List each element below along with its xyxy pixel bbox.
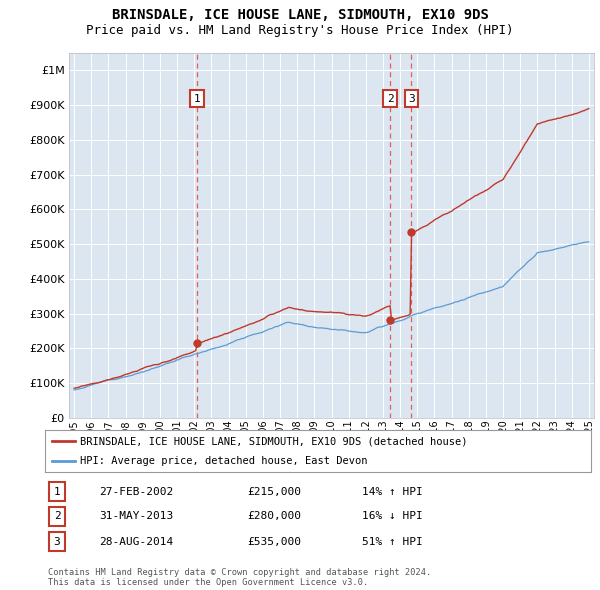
Text: 2: 2 [387,94,394,104]
Text: BRINSDALE, ICE HOUSE LANE, SIDMOUTH, EX10 9DS: BRINSDALE, ICE HOUSE LANE, SIDMOUTH, EX1… [112,8,488,22]
Text: 51% ↑ HPI: 51% ↑ HPI [362,536,422,546]
Text: 2: 2 [53,512,61,521]
Text: HPI: Average price, detached house, East Devon: HPI: Average price, detached house, East… [80,457,368,466]
Text: 1: 1 [193,94,200,104]
Text: 3: 3 [53,536,61,546]
Text: £280,000: £280,000 [247,512,301,521]
Text: Contains HM Land Registry data © Crown copyright and database right 2024.
This d: Contains HM Land Registry data © Crown c… [48,568,431,587]
Text: 27-FEB-2002: 27-FEB-2002 [100,487,174,497]
Text: BRINSDALE, ICE HOUSE LANE, SIDMOUTH, EX10 9DS (detached house): BRINSDALE, ICE HOUSE LANE, SIDMOUTH, EX1… [80,437,468,447]
Text: £215,000: £215,000 [247,487,301,497]
Text: 31-MAY-2013: 31-MAY-2013 [100,512,174,521]
Text: 3: 3 [408,94,415,104]
Text: 1: 1 [53,487,61,497]
Text: 28-AUG-2014: 28-AUG-2014 [100,536,174,546]
Text: 14% ↑ HPI: 14% ↑ HPI [362,487,422,497]
Text: Price paid vs. HM Land Registry's House Price Index (HPI): Price paid vs. HM Land Registry's House … [86,24,514,37]
Text: £535,000: £535,000 [247,536,301,546]
Text: 16% ↓ HPI: 16% ↓ HPI [362,512,422,521]
